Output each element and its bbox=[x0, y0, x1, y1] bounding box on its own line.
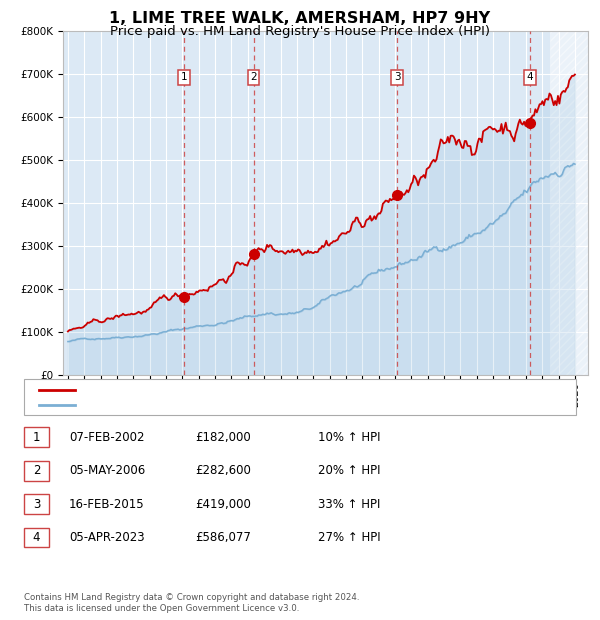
Text: 1: 1 bbox=[181, 73, 187, 82]
Text: 1: 1 bbox=[33, 431, 40, 443]
Text: Price paid vs. HM Land Registry's House Price Index (HPI): Price paid vs. HM Land Registry's House … bbox=[110, 25, 490, 38]
Text: 05-APR-2023: 05-APR-2023 bbox=[69, 531, 145, 544]
Text: 1, LIME TREE WALK, AMERSHAM, HP7 9HY (semi-detached house): 1, LIME TREE WALK, AMERSHAM, HP7 9HY (se… bbox=[82, 384, 410, 394]
Text: 33% ↑ HPI: 33% ↑ HPI bbox=[318, 498, 380, 510]
Text: 4: 4 bbox=[33, 531, 40, 544]
Text: 10% ↑ HPI: 10% ↑ HPI bbox=[318, 431, 380, 443]
Text: £182,000: £182,000 bbox=[195, 431, 251, 443]
Text: Contains HM Land Registry data © Crown copyright and database right 2024.
This d: Contains HM Land Registry data © Crown c… bbox=[24, 593, 359, 613]
Text: 20% ↑ HPI: 20% ↑ HPI bbox=[318, 464, 380, 477]
Text: 1, LIME TREE WALK, AMERSHAM, HP7 9HY: 1, LIME TREE WALK, AMERSHAM, HP7 9HY bbox=[109, 11, 491, 25]
Text: HPI: Average price, semi-detached house, Buckinghamshire: HPI: Average price, semi-detached house,… bbox=[82, 400, 381, 410]
Text: £282,600: £282,600 bbox=[195, 464, 251, 477]
Text: 07-FEB-2002: 07-FEB-2002 bbox=[69, 431, 145, 443]
Text: £419,000: £419,000 bbox=[195, 498, 251, 510]
Text: 16-FEB-2015: 16-FEB-2015 bbox=[69, 498, 145, 510]
Text: 3: 3 bbox=[394, 73, 400, 82]
Text: 2: 2 bbox=[250, 73, 257, 82]
Text: £586,077: £586,077 bbox=[195, 531, 251, 544]
Bar bbox=[550, 31, 588, 375]
Text: 05-MAY-2006: 05-MAY-2006 bbox=[69, 464, 145, 477]
Text: 4: 4 bbox=[527, 73, 533, 82]
Text: 27% ↑ HPI: 27% ↑ HPI bbox=[318, 531, 380, 544]
Text: 2: 2 bbox=[33, 464, 40, 477]
Text: 3: 3 bbox=[33, 498, 40, 510]
